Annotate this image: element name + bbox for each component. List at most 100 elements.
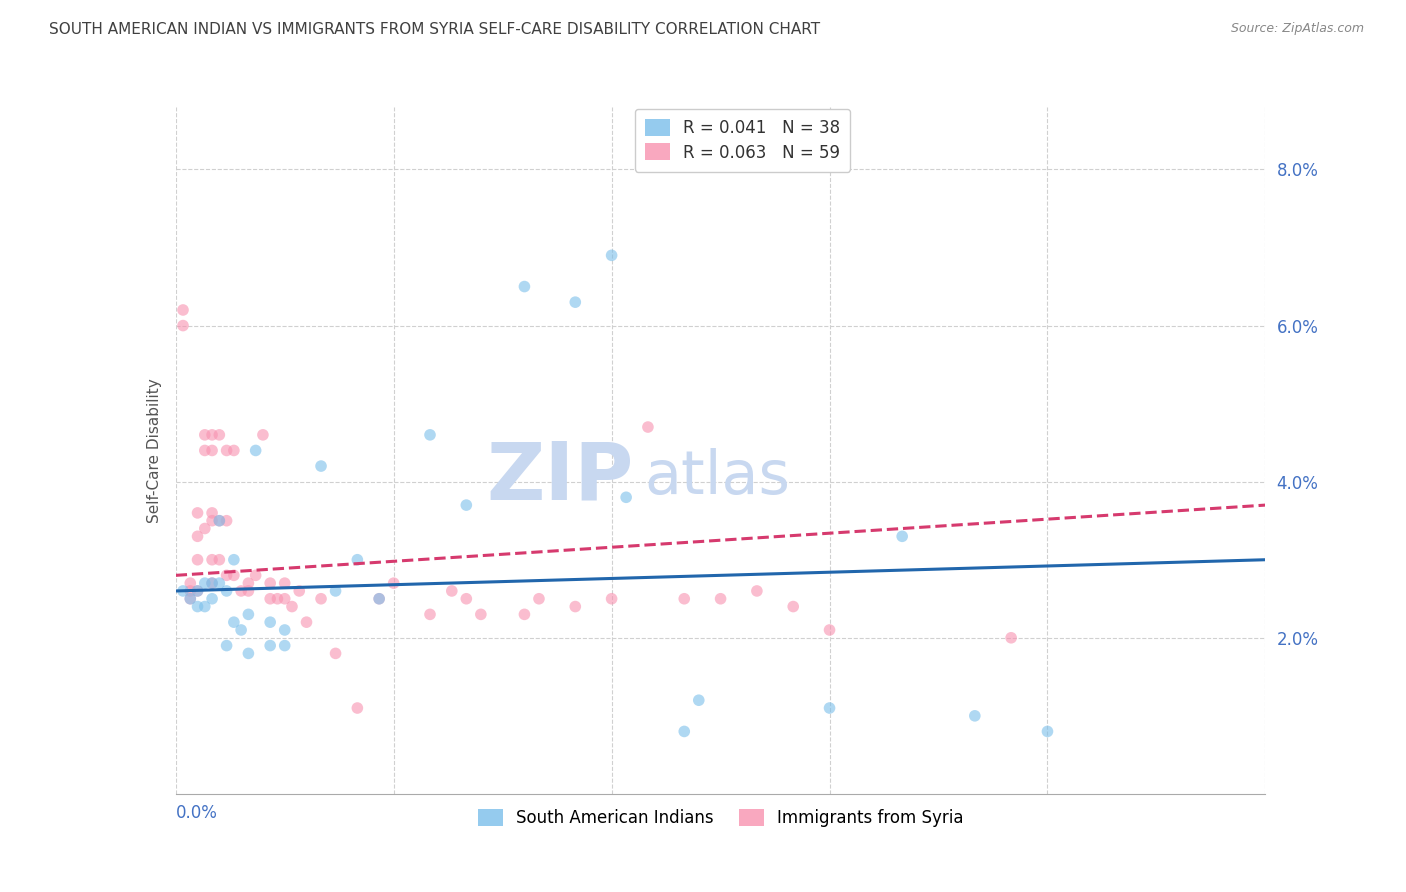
Point [259,576,281,591]
Point [274,576,297,591]
Text: SOUTH AMERICAN INDIAN VS IMMIGRANTS FROM SYRIA SELF-CARE DISABILITY CORRELATION : SOUTH AMERICAN INDIAN VS IMMIGRANTS FROM… [49,22,820,37]
Point [238,576,260,591]
Point [186,583,209,598]
Point [1036,724,1059,739]
Legend: South American Indians, Immigrants from Syria: South American Indians, Immigrants from … [471,802,970,834]
Point [194,576,217,591]
Point [274,623,297,637]
Point [325,583,347,598]
Point [186,599,209,614]
Point [238,607,260,622]
Point [245,443,267,458]
Point [222,552,245,567]
Point [252,427,274,442]
Point [208,576,231,591]
Point [259,639,281,653]
Point [231,583,253,598]
Point [382,576,405,591]
Point [600,591,623,606]
Point [194,443,217,458]
Point [215,568,238,582]
Point [673,591,696,606]
Point [231,623,253,637]
Point [295,615,318,630]
Point [527,591,550,606]
Point [208,552,231,567]
Point [186,529,209,543]
Text: 0.0%: 0.0% [176,805,218,822]
Point [368,591,391,606]
Point [201,514,224,528]
Point [1000,631,1022,645]
Y-axis label: Self-Care Disability: Self-Care Disability [146,378,162,523]
Point [186,552,209,567]
Point [818,623,841,637]
Point [186,506,209,520]
Point [215,583,238,598]
Point [201,506,224,520]
Point [208,427,231,442]
Point [309,458,332,473]
Point [891,529,914,543]
Point [281,599,304,614]
Point [201,427,224,442]
Point [179,576,201,591]
Point [259,591,281,606]
Point [710,591,733,606]
Point [172,583,194,598]
Point [274,639,297,653]
Text: ZIP: ZIP [486,439,633,517]
Point [194,599,217,614]
Point [513,607,536,622]
Point [745,583,768,598]
Point [201,552,224,567]
Point [688,693,710,707]
Point [172,303,194,318]
Point [346,701,368,715]
Point [208,514,231,528]
Point [818,701,841,715]
Point [215,514,238,528]
Point [325,646,347,660]
Point [673,724,696,739]
Text: Source: ZipAtlas.com: Source: ZipAtlas.com [1230,22,1364,36]
Point [238,646,260,660]
Point [440,583,463,598]
Point [456,498,478,512]
Point [215,443,238,458]
Point [782,599,804,614]
Text: atlas: atlas [644,449,790,508]
Point [963,708,986,723]
Point [456,591,478,606]
Point [368,591,391,606]
Point [470,607,492,622]
Point [259,615,281,630]
Point [186,583,209,598]
Point [564,295,586,310]
Point [637,420,659,434]
Point [194,427,217,442]
Point [266,591,288,606]
Point [238,583,260,598]
Point [222,615,245,630]
Point [600,248,623,262]
Point [419,607,441,622]
Point [201,576,224,591]
Point [419,427,441,442]
Point [201,591,224,606]
Point [222,568,245,582]
Point [194,521,217,535]
Point [309,591,332,606]
Point [346,552,368,567]
Point [513,279,536,293]
Point [222,443,245,458]
Point [201,443,224,458]
Point [274,591,297,606]
Point [201,576,224,591]
Point [245,568,267,582]
Point [288,583,311,598]
Point [208,514,231,528]
Point [172,318,194,333]
Point [564,599,586,614]
Point [179,591,201,606]
